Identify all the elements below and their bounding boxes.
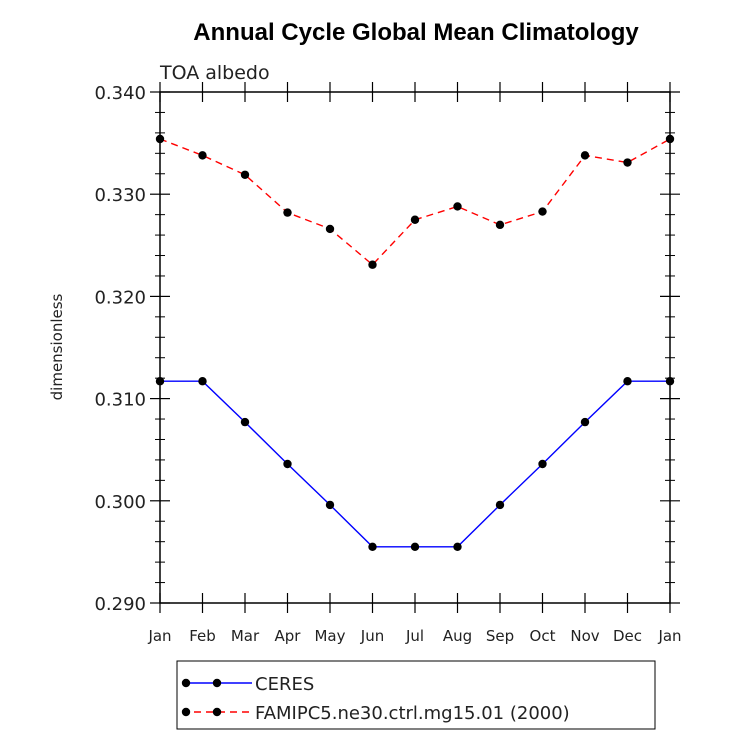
legend-items: CERES FAMIPC5.ne30.ctrl.mg15.01 (2000) — [181, 674, 570, 724]
x-tick-label: Mar — [231, 627, 260, 645]
x-tick-label: Feb — [189, 627, 216, 645]
y-tick-labels: 0.290 0.300 0.310 0.320 0.330 0.340 — [94, 83, 146, 615]
series-1-point — [538, 207, 547, 216]
x-tick-label: Sep — [486, 627, 514, 645]
series-1-point — [325, 224, 335, 234]
series-1-point — [665, 134, 675, 144]
y-tick-label: 0.320 — [94, 287, 146, 308]
legend-label-1: FAMIPC5.ne30.ctrl.mg15.01 (2000) — [255, 703, 570, 724]
x-tick-label: Jul — [405, 627, 424, 645]
series-1-point — [240, 170, 250, 179]
x-tick-label: May — [314, 627, 345, 645]
series-1-point — [410, 215, 420, 224]
series-line-1 — [159, 138, 671, 266]
series-0-point — [368, 542, 377, 551]
series-lines — [159, 138, 671, 548]
series-1-point — [198, 151, 207, 160]
series-1-point — [580, 151, 590, 160]
series-1-point — [283, 208, 292, 217]
x-tick-label: Oct — [530, 627, 556, 645]
series-0-point — [495, 500, 505, 510]
x-tick-label: Aug — [443, 627, 472, 645]
x-tick-label: Dec — [613, 627, 642, 645]
x-tick-labels: Jan Feb Mar Apr May Jun Jul Aug Sep Oct Nov Dec Jan — [147, 627, 681, 645]
series-0-point — [538, 459, 547, 469]
chart-subtitle: TOA albedo — [159, 62, 270, 84]
series-1-point — [623, 158, 632, 167]
series-0-point — [240, 417, 250, 427]
x-tick-label: Jan — [147, 627, 171, 645]
y-tick-label: 0.340 — [94, 83, 146, 104]
series-points — [155, 134, 675, 551]
x-tick-label: Apr — [275, 627, 302, 645]
series-0-point — [623, 377, 632, 386]
x-tick-label: Jun — [360, 627, 384, 645]
legend-marker — [212, 678, 222, 688]
series-0-point — [198, 377, 207, 386]
series-0-point — [665, 377, 675, 386]
minor-ticks — [150, 82, 680, 613]
chart-title: Annual Cycle Global Mean Climatology — [193, 19, 639, 46]
x-tick-label: Jan — [657, 627, 681, 645]
series-0-point — [155, 377, 165, 386]
legend-label-0: CERES — [255, 674, 314, 695]
series-1-point — [453, 202, 462, 211]
legend-marker — [212, 707, 222, 717]
y-tick-label: 0.300 — [94, 492, 146, 513]
plot-frame — [159, 91, 671, 604]
x-tick-label: Nov — [570, 627, 599, 645]
series-1-point — [155, 134, 165, 144]
y-tick-label: 0.310 — [94, 390, 146, 411]
series-line-0 — [160, 380, 670, 548]
series-1-point — [368, 260, 377, 269]
y-tick-label: 0.290 — [94, 594, 146, 615]
legend-marker — [181, 707, 191, 717]
y-axis-label: dimensionless — [48, 293, 66, 400]
series-0-point — [410, 542, 420, 551]
legend-marker — [181, 678, 191, 688]
series-0-point — [325, 500, 335, 510]
legend-box — [176, 660, 656, 730]
legend: CERES FAMIPC5.ne30.ctrl.mg15.01 (2000) — [176, 660, 656, 730]
series-0-point — [283, 459, 292, 469]
series-0-point — [580, 417, 590, 427]
series-1-point — [495, 220, 505, 230]
y-tick-label: 0.330 — [94, 185, 146, 206]
series-0-point — [453, 542, 462, 551]
